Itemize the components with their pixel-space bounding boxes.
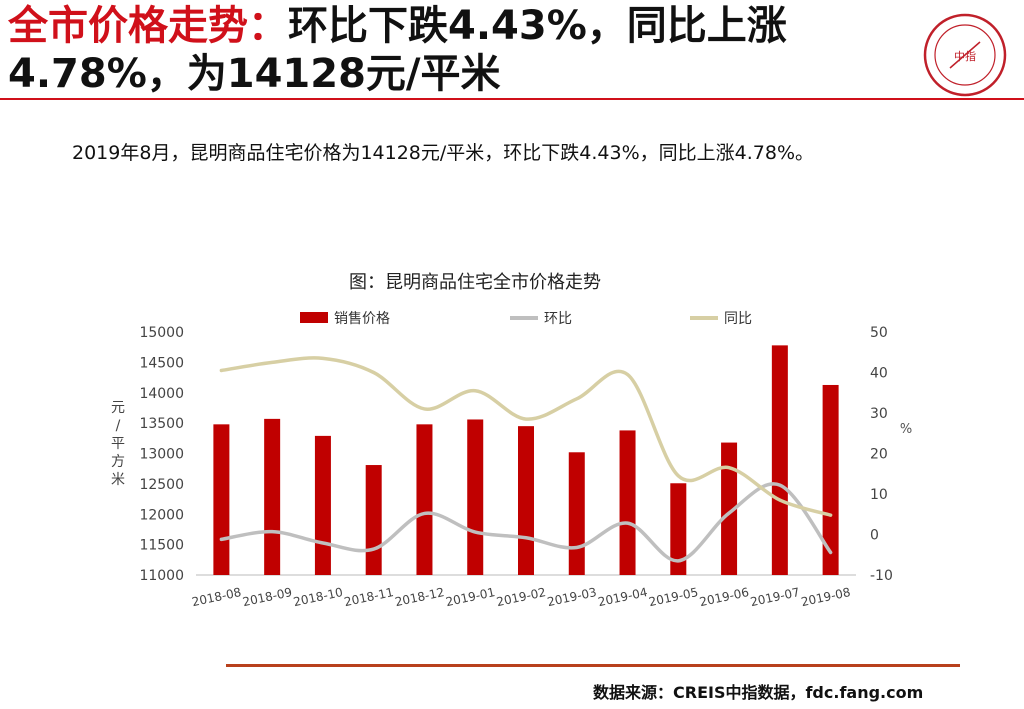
bar-series bbox=[213, 345, 839, 575]
y-axis-label: 元 / 平方米 bbox=[111, 400, 125, 488]
price-bar bbox=[264, 418, 281, 575]
x-tick-label: 2019-01 bbox=[444, 585, 496, 609]
y-axis-label-char: 平 bbox=[111, 436, 125, 452]
y-axis-label-char: 元 bbox=[111, 400, 125, 416]
y-axis-left: 11000 11500 12000 12500 13000 13500 14000 14500… bbox=[139, 325, 184, 584]
y-tick-label: 11000 bbox=[139, 568, 184, 584]
x-tick-label: 2019-08 bbox=[800, 585, 852, 609]
y2-tick-label: 40 bbox=[870, 366, 888, 382]
x-tick-label: 2019-03 bbox=[546, 585, 598, 609]
y2-tick-label: 0 bbox=[870, 528, 879, 544]
mom-line bbox=[219, 482, 833, 563]
x-tick-label: 2018-12 bbox=[394, 585, 446, 609]
price-bar bbox=[619, 430, 636, 575]
y2-tick-label: -10 bbox=[870, 568, 893, 584]
price-bar bbox=[670, 483, 687, 575]
y-axis-label-char: 方 bbox=[111, 454, 125, 470]
y-tick-label: 12000 bbox=[139, 507, 184, 523]
x-tick-label: 2019-07 bbox=[749, 585, 801, 609]
y-tick-label: 11500 bbox=[139, 538, 184, 554]
x-tick-label: 2019-05 bbox=[647, 585, 699, 609]
y-tick-label: 14000 bbox=[139, 386, 184, 402]
x-tick-label: 2019-06 bbox=[698, 585, 750, 609]
page-title: 全市价格走势：环比下跌4.43%，同比上涨4.78%，为14128元/平米 bbox=[8, 2, 908, 98]
y2-axis-label: % bbox=[900, 422, 912, 437]
y-tick-label: 13000 bbox=[139, 447, 184, 463]
y-axis-label-char: / bbox=[116, 418, 121, 434]
price-bar bbox=[518, 426, 534, 575]
legend-price-label: 销售价格 bbox=[334, 311, 390, 327]
chart-legend: 销售价格 环比 同比 bbox=[300, 311, 752, 327]
price-bar bbox=[822, 384, 839, 575]
y-tick-label: 15000 bbox=[139, 325, 184, 341]
footer-divider bbox=[226, 664, 960, 667]
price-bar bbox=[771, 345, 788, 575]
price-bar bbox=[568, 452, 585, 575]
chart-title: 图：昆明商品住宅全市价格走势 bbox=[349, 272, 601, 293]
y-tick-label: 13500 bbox=[139, 416, 184, 432]
description: 2019年8月，昆明商品住宅价格为14128元/平米，环比下跌4.43%，同比上… bbox=[72, 142, 815, 164]
y2-tick-label: 20 bbox=[870, 447, 888, 463]
chart-svg: 图：昆明商品住宅全市价格走势 销售价格 环比 同比 1100011500120001… bbox=[111, 272, 912, 609]
data-source: 数据来源：CREIS中指数据，fdc.fang.com bbox=[593, 683, 924, 702]
y-axis-right: -10 0 10 20 30 40 50 bbox=[870, 325, 893, 584]
x-tick-label: 2018-08 bbox=[191, 585, 243, 609]
x-tick-label: 2019-04 bbox=[597, 585, 649, 609]
price-bar bbox=[314, 435, 331, 575]
price-bar bbox=[416, 424, 433, 575]
price-bar bbox=[467, 419, 484, 575]
x-tick-label: 2018-09 bbox=[241, 585, 293, 609]
title-divider bbox=[0, 98, 1024, 100]
y2-tick-label: 10 bbox=[870, 487, 888, 503]
title-rest: 环比下跌4.43%，同比上涨4.78%，为14128元/平米 bbox=[8, 3, 787, 97]
legend-yoy-label: 同比 bbox=[724, 311, 752, 327]
china-index-academy-logo: 中指 bbox=[922, 12, 1008, 98]
line-series bbox=[219, 356, 833, 563]
x-tick-label: 2018-11 bbox=[343, 585, 395, 609]
x-tick-label: 2018-10 bbox=[292, 585, 344, 609]
price-bar bbox=[721, 442, 738, 575]
x-tick-label: 2019-02 bbox=[495, 585, 547, 609]
y2-tick-label: 30 bbox=[870, 406, 888, 422]
legend-price-swatch bbox=[300, 312, 328, 323]
logo-text: 中指 bbox=[954, 49, 976, 63]
y-axis-label-char: 米 bbox=[111, 472, 125, 488]
legend-mom-label: 环比 bbox=[544, 311, 572, 327]
y2-tick-label: 50 bbox=[870, 325, 888, 341]
y-tick-label: 12500 bbox=[139, 477, 184, 493]
price-bar bbox=[365, 465, 382, 575]
price-trend-chart: 图：昆明商品住宅全市价格走势 销售价格 环比 同比 11000 11500 12000 1… bbox=[100, 262, 920, 622]
x-axis: 2018-082018-092018-102018-112018-122019-… bbox=[191, 574, 856, 609]
y-tick-label: 14500 bbox=[139, 355, 184, 371]
yoy-line bbox=[219, 356, 833, 517]
title-lead: 全市价格走势： bbox=[8, 3, 288, 49]
price-bar bbox=[213, 424, 230, 575]
